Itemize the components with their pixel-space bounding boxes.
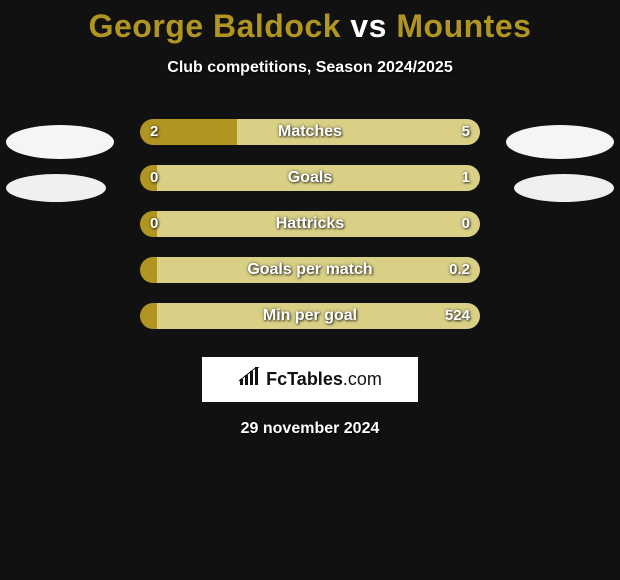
stat-bar <box>140 211 480 237</box>
title-player1: George Baldock <box>89 8 341 44</box>
stat-bar <box>140 257 480 283</box>
stat-row: 524Min per goal <box>0 303 620 349</box>
player1-avatar <box>6 125 114 159</box>
stat-bar-right <box>237 119 480 145</box>
stat-bar <box>140 165 480 191</box>
stat-row: 0.2Goals per match <box>0 257 620 303</box>
stat-bar-left <box>140 303 157 329</box>
stat-row: 25Matches <box>0 119 620 165</box>
player2-avatar <box>514 174 614 202</box>
title-vs: vs <box>350 8 387 44</box>
brand-inner: FcTables.com <box>238 367 382 392</box>
title-player2: Mountes <box>396 8 531 44</box>
stat-value-left: 2 <box>150 119 158 145</box>
stat-row: 01Goals <box>0 165 620 211</box>
stat-bar-right <box>157 257 480 283</box>
comparison-infographic: George Baldock vs Mountes Club competiti… <box>0 0 620 580</box>
player2-avatar <box>506 125 614 159</box>
stat-value-right: 0.2 <box>449 257 470 283</box>
stat-bar <box>140 303 480 329</box>
stat-bar-container: 524Min per goal <box>140 303 480 329</box>
subtitle: Club competitions, Season 2024/2025 <box>0 59 620 77</box>
stat-row: 00Hattricks <box>0 211 620 257</box>
stat-bar-container: 01Goals <box>140 165 480 191</box>
page-title: George Baldock vs Mountes <box>0 0 620 45</box>
stat-bar <box>140 119 480 145</box>
brand-text-light: .com <box>343 369 382 389</box>
stat-bar-container: 0.2Goals per match <box>140 257 480 283</box>
brand-text-bold: FcTables <box>266 369 343 389</box>
stat-value-right: 524 <box>445 303 470 329</box>
player1-avatar <box>6 174 106 202</box>
brand-box[interactable]: FcTables.com <box>202 357 418 402</box>
bar-chart-icon <box>238 367 262 392</box>
stat-value-right: 0 <box>462 211 470 237</box>
stat-value-left: 0 <box>150 165 158 191</box>
brand-text: FcTables.com <box>266 369 382 390</box>
stat-value-left: 0 <box>150 211 158 237</box>
stat-bar-right <box>157 165 480 191</box>
stat-value-right: 5 <box>462 119 470 145</box>
stat-bar-right <box>157 303 480 329</box>
comparison-rows: 25Matches01Goals00Hattricks0.2Goals per … <box>0 119 620 349</box>
stat-value-right: 1 <box>462 165 470 191</box>
stat-bar-container: 00Hattricks <box>140 211 480 237</box>
stat-bar-right <box>157 211 480 237</box>
stat-bar-left <box>140 257 157 283</box>
date-label: 29 november 2024 <box>0 420 620 438</box>
stat-bar-container: 25Matches <box>140 119 480 145</box>
